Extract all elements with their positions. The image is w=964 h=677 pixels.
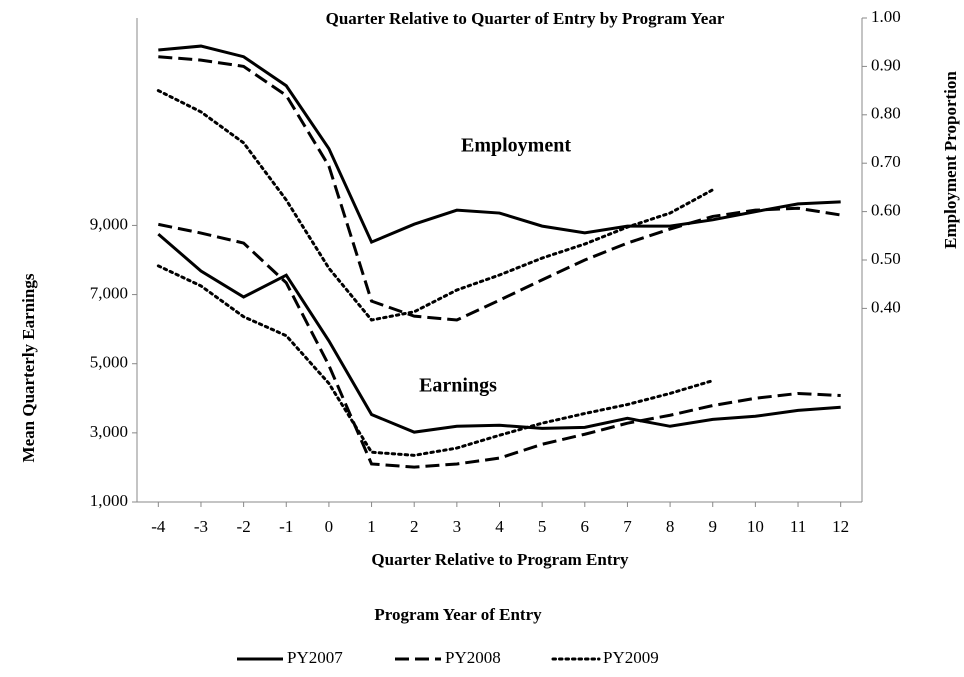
earnings-line <box>156 264 715 457</box>
x-tick-label: 10 <box>747 517 764 536</box>
x-tick-label: 2 <box>410 517 419 536</box>
y2-tick-label: 0.50 <box>871 249 901 268</box>
x-tick-label: 4 <box>495 517 504 536</box>
y-tick-label: 5,000 <box>90 353 128 372</box>
x-tick-label: 0 <box>325 517 334 536</box>
y2-tick-label: 0.90 <box>871 55 901 74</box>
x-tick-label: -4 <box>151 517 166 536</box>
legend-label: PY2008 <box>445 648 501 667</box>
employment-line <box>158 55 841 322</box>
x-tick-label: 8 <box>666 517 675 536</box>
chart-title: Quarter Relative to Quarter of Entry by … <box>326 9 725 28</box>
y2-tick-label: 1.00 <box>871 7 901 26</box>
x-tick-label: 1 <box>367 517 376 536</box>
y2-tick-label: 0.60 <box>871 201 901 220</box>
legend-label: PY2009 <box>603 648 659 667</box>
employment-line <box>158 44 841 245</box>
y-tick-label: 7,000 <box>90 283 128 302</box>
x-tick-label: 11 <box>790 517 806 536</box>
x-tick-label: 6 <box>581 517 590 536</box>
annotation: Employment <box>461 135 571 157</box>
x-tick-label: -2 <box>237 517 251 536</box>
y2-axis-title: Employment Proportion <box>941 71 960 249</box>
y-tick-label: 3,000 <box>90 422 128 441</box>
earnings-line <box>158 222 841 469</box>
y2-tick-label: 0.40 <box>871 297 901 316</box>
x-tick-label: -3 <box>194 517 208 536</box>
y2-tick-label: 0.80 <box>871 104 901 123</box>
x-tick-label: 7 <box>623 517 632 536</box>
y-tick-label: 9,000 <box>90 214 128 233</box>
earnings-line <box>157 232 841 434</box>
x-tick-label: 5 <box>538 517 547 536</box>
annotation: Earnings <box>419 375 497 397</box>
y-tick-label: 1,000 <box>90 491 128 510</box>
x-tick-label: 3 <box>453 517 462 536</box>
y-axis-title: Mean Quarterly Earnings <box>19 273 38 462</box>
employment-line <box>156 89 715 322</box>
x-tick-label: 12 <box>832 517 849 536</box>
y2-tick-label: 0.70 <box>871 152 901 171</box>
legend-label: PY2007 <box>287 648 343 667</box>
legend-title: Program Year of Entry <box>374 605 542 624</box>
x-axis-title: Quarter Relative to Program Entry <box>371 550 629 569</box>
x-tick-label: 9 <box>708 517 717 536</box>
x-tick-label: -1 <box>279 517 293 536</box>
